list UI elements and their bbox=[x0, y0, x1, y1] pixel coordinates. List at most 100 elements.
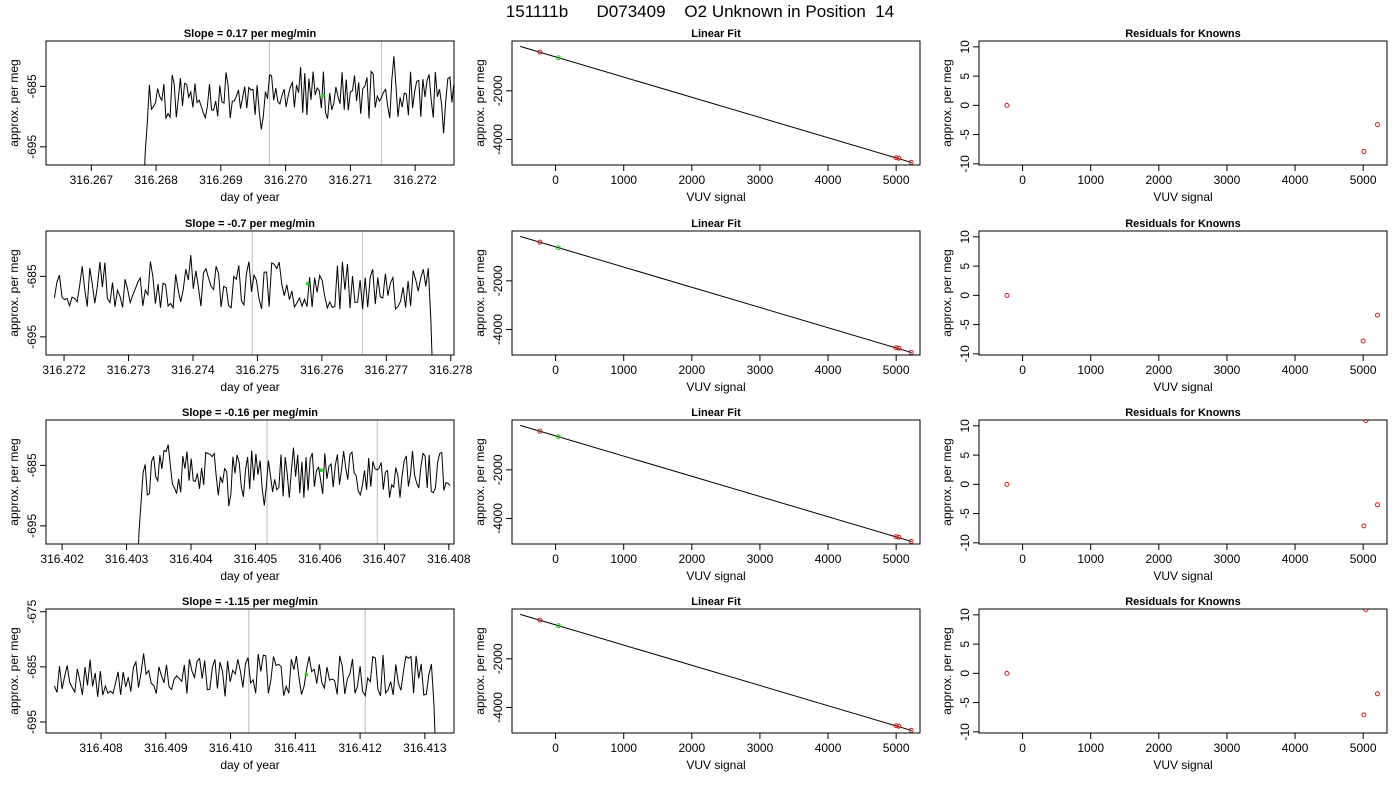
known-point bbox=[896, 155, 902, 161]
x-tick-label: 0 bbox=[1019, 173, 1026, 187]
chart-panel: Residuals for Knowns 0 1000 2000 3000 4000 500… bbox=[940, 407, 1388, 583]
known-point bbox=[537, 239, 543, 245]
y-axis-label: approx. per meg bbox=[473, 627, 487, 714]
x-tick-label: 3000 bbox=[1214, 741, 1241, 755]
x-tick-label: 5000 bbox=[883, 552, 910, 566]
known-point bbox=[893, 345, 899, 351]
y-tick-label: 10 bbox=[958, 230, 972, 244]
x-tick-label: 1000 bbox=[610, 173, 637, 187]
x-tick-label: 316.413 bbox=[403, 741, 447, 755]
x-axis-label: VUV signal bbox=[1153, 380, 1212, 394]
x-tick-label: 2000 bbox=[1145, 552, 1172, 566]
unknown-point bbox=[555, 434, 561, 440]
x-tick-label: 316.269 bbox=[199, 173, 243, 187]
x-tick-label: 3000 bbox=[747, 363, 774, 377]
plot-frame bbox=[45, 419, 455, 545]
x-tick-label: 316.412 bbox=[338, 741, 382, 755]
known-point bbox=[908, 349, 914, 355]
chart-panel: Residuals for Knowns 0 1000 2000 3000 4000 500… bbox=[940, 218, 1388, 394]
signal-trace bbox=[138, 444, 451, 544]
y-tick-label: -2000 bbox=[491, 75, 505, 106]
known-point bbox=[896, 345, 902, 351]
y-tick-label: 0 bbox=[958, 481, 972, 488]
x-tick-label: 2000 bbox=[1145, 741, 1172, 755]
y-tick-label: 5 bbox=[958, 640, 972, 647]
x-tick-label: 1000 bbox=[610, 552, 637, 566]
plot-area bbox=[520, 235, 914, 355]
y-tick-label: -5 bbox=[958, 508, 972, 519]
chart-panel: Linear Fit 0 1000 2000 3000 4000 5000 -2000 -400… bbox=[473, 28, 921, 204]
y-tick-label: -685 bbox=[25, 74, 39, 98]
x-axis-label: VUV signal bbox=[1153, 569, 1212, 583]
x-tick-label: 4000 bbox=[1282, 741, 1309, 755]
known-point bbox=[1374, 122, 1380, 128]
x-tick-label: 316.268 bbox=[134, 173, 178, 187]
chart-title: Residuals for Knowns bbox=[1125, 218, 1241, 230]
plot-area bbox=[520, 613, 914, 733]
x-tick-label: 3000 bbox=[747, 173, 774, 187]
y-tick-label: 5 bbox=[958, 72, 972, 79]
y-tick-label: 0 bbox=[958, 670, 972, 677]
chart-title: Linear Fit bbox=[691, 28, 741, 40]
y-axis-label: approx. per meg bbox=[7, 627, 21, 714]
plot-frame bbox=[511, 40, 921, 166]
plot-area bbox=[1004, 102, 1380, 155]
x-tick-label: 316.274 bbox=[171, 363, 215, 377]
chart-panel: Linear Fit 0 1000 2000 3000 4000 5000 -2000 -400… bbox=[473, 218, 921, 394]
plot-area bbox=[1004, 420, 1380, 529]
x-tick-label: 3000 bbox=[1214, 552, 1241, 566]
chart-panel: Residuals for Knowns 0 1000 2000 3000 4000 500… bbox=[940, 28, 1388, 204]
x-axis-label: VUV signal bbox=[686, 758, 745, 772]
x-tick-label: 0 bbox=[1019, 552, 1026, 566]
x-tick-label: 5000 bbox=[883, 363, 910, 377]
x-tick-label: 4000 bbox=[1282, 363, 1309, 377]
y-axis-label: approx. per meg bbox=[940, 249, 954, 336]
known-point bbox=[893, 155, 899, 161]
chart-panel: Residuals for Knowns 0 1000 2000 3000 4000 500… bbox=[940, 596, 1388, 772]
fit-line bbox=[520, 613, 912, 732]
plot-area bbox=[520, 424, 914, 544]
y-tick-label: -10 bbox=[958, 155, 972, 173]
x-tick-label: 316.272 bbox=[42, 363, 86, 377]
x-tick-label: 3000 bbox=[1214, 173, 1241, 187]
plot-area bbox=[138, 420, 451, 544]
known-point bbox=[1004, 292, 1010, 298]
x-tick-label: 316.271 bbox=[329, 173, 373, 187]
signal-trace bbox=[53, 653, 436, 733]
chart-panel: Slope = -0.7 per meg/min 316.272 316.273 31… bbox=[7, 218, 473, 394]
y-tick-label: -5 bbox=[958, 697, 972, 708]
y-tick-label: -10 bbox=[958, 345, 972, 363]
x-tick-label: 316.404 bbox=[169, 552, 213, 566]
plot-frame bbox=[978, 230, 1388, 356]
plot-frame bbox=[45, 230, 455, 356]
x-tick-label: 4000 bbox=[815, 173, 842, 187]
x-tick-label: 4000 bbox=[1282, 552, 1309, 566]
x-tick-label: 0 bbox=[552, 173, 559, 187]
x-tick-label: 2000 bbox=[1145, 363, 1172, 377]
x-tick-label: 316.410 bbox=[209, 741, 253, 755]
x-axis-label: VUV signal bbox=[1153, 190, 1212, 204]
x-tick-label: 316.403 bbox=[105, 552, 149, 566]
x-tick-label: 0 bbox=[552, 552, 559, 566]
y-tick-label: -4000 bbox=[491, 692, 505, 723]
y-tick-label: -5 bbox=[958, 129, 972, 140]
plot-area bbox=[1004, 292, 1380, 344]
x-tick-label: 2000 bbox=[678, 173, 705, 187]
x-tick-label: 316.408 bbox=[427, 552, 471, 566]
chart-panel: Linear Fit 0 1000 2000 3000 4000 5000 -2000 -400… bbox=[473, 596, 921, 772]
unknown-point bbox=[555, 623, 561, 629]
known-point bbox=[1374, 312, 1380, 318]
x-tick-label: 4000 bbox=[1282, 173, 1309, 187]
chart-title: Residuals for Knowns bbox=[1125, 407, 1241, 419]
x-tick-label: 5000 bbox=[1350, 173, 1377, 187]
known-point bbox=[896, 534, 902, 540]
unknown-point bbox=[555, 245, 561, 251]
chart-title: Residuals for Knowns bbox=[1125, 596, 1241, 608]
plot-frame bbox=[45, 608, 455, 734]
fit-line bbox=[520, 45, 912, 164]
y-axis-label: approx. per meg bbox=[940, 627, 954, 714]
plot-frame bbox=[511, 419, 921, 545]
x-tick-label: 316.277 bbox=[365, 363, 409, 377]
